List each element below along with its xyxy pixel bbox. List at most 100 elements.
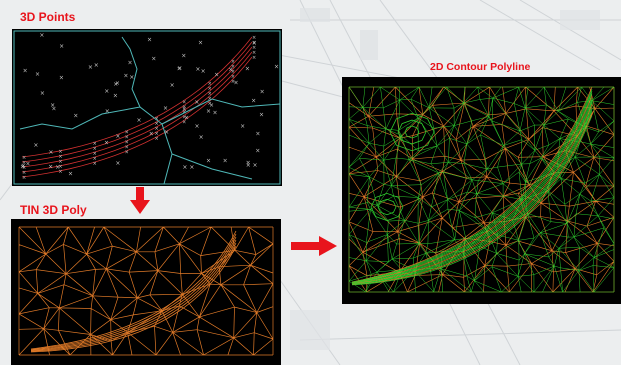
point-marker: × [251, 97, 256, 104]
contour-road-line [351, 106, 593, 285]
point-marker: × [151, 56, 156, 63]
point-marker: × [228, 67, 233, 74]
point-marker: × [88, 64, 93, 71]
road-point-marker: × [22, 155, 26, 161]
contour-road-line [351, 104, 593, 285]
road-point-marker: × [231, 79, 235, 85]
road-point-marker: × [182, 105, 186, 111]
road-point-marker: × [155, 116, 159, 122]
contour-hill [389, 112, 435, 152]
point-marker: × [206, 158, 211, 165]
tin-road-edge [30, 233, 237, 350]
road-line [21, 36, 253, 158]
point-marker: × [129, 74, 134, 81]
point-marker: × [20, 164, 25, 171]
point-marker: × [33, 142, 38, 149]
point-marker: × [252, 40, 257, 47]
road-point-marker: × [231, 59, 235, 65]
road-point-marker: × [208, 96, 212, 102]
road-point-marker: × [125, 130, 129, 136]
point-marker: × [164, 129, 169, 136]
contour-road-line [351, 91, 593, 283]
point-marker: × [246, 162, 251, 169]
contour-road-line [351, 102, 593, 284]
tin-road-edge [30, 230, 237, 350]
contour-road-line [351, 111, 593, 285]
road-point-marker: × [208, 86, 212, 92]
road-point-marker: × [125, 145, 129, 151]
road-point-marker: × [93, 156, 97, 162]
contour-hill [370, 192, 404, 222]
point-marker: × [115, 80, 120, 87]
road-point-marker: × [93, 161, 97, 167]
road-point-marker: × [208, 101, 212, 107]
point-marker: × [123, 73, 128, 80]
point-marker: × [194, 99, 199, 106]
breakline [161, 98, 281, 125]
road-point-marker: × [231, 74, 235, 80]
point-marker: × [233, 80, 238, 87]
road-line [21, 56, 253, 178]
point-marker: × [245, 66, 250, 73]
breakline [121, 36, 173, 185]
point-marker: × [104, 88, 109, 95]
road-point-marker: × [252, 35, 256, 41]
point-marker: × [255, 147, 260, 154]
point-marker: × [182, 106, 187, 113]
road-line [21, 46, 253, 168]
contour-road-line [351, 89, 593, 283]
road-point-marker: × [231, 69, 235, 75]
point-marker: × [59, 43, 64, 50]
arrow-down-icon [130, 187, 150, 214]
point-marker: × [198, 40, 203, 47]
tin-road-edge [30, 242, 237, 352]
point-marker: × [115, 160, 120, 167]
point-marker: × [59, 75, 64, 82]
road-point-marker: × [182, 115, 186, 121]
point-marker: × [48, 149, 53, 156]
point-marker: × [48, 163, 53, 170]
road-point-marker: × [22, 165, 26, 171]
road-point-marker: × [252, 40, 256, 46]
tin-label: TIN 3D Poly [20, 203, 87, 217]
arrow-right-icon [291, 236, 337, 256]
point-marker: × [240, 123, 245, 130]
point-marker: × [113, 81, 118, 88]
contour-road-line [351, 113, 593, 285]
contour-road-line [351, 108, 593, 285]
road-point-marker: × [58, 159, 62, 165]
contour-hill [404, 125, 420, 139]
road-point-marker: × [252, 55, 256, 61]
contour-panel [342, 77, 621, 304]
point-marker: × [40, 90, 45, 97]
tin-panel [11, 219, 281, 365]
road-point-marker: × [58, 169, 62, 175]
road-point-marker: × [58, 154, 62, 160]
road-point-marker: × [155, 126, 159, 132]
point-marker: × [21, 163, 26, 170]
point-marker: × [105, 108, 110, 115]
point-marker: × [213, 110, 218, 117]
point-marker: × [35, 71, 40, 78]
contour-road-line [351, 97, 593, 284]
point-marker: × [214, 71, 219, 78]
contour-road-line [351, 100, 593, 284]
point-marker: × [274, 63, 279, 70]
point-marker: × [23, 68, 28, 75]
point-marker: × [255, 130, 260, 137]
road-point-marker: × [252, 45, 256, 51]
road-point-marker: × [125, 150, 129, 156]
point-marker: × [115, 133, 120, 140]
point-marker: × [195, 123, 200, 130]
point-marker: × [223, 157, 228, 164]
road-point-marker: × [93, 151, 97, 157]
road-point-marker: × [155, 121, 159, 127]
contour-canvas [348, 86, 615, 293]
tin-road-edge [30, 236, 237, 351]
road-line [21, 41, 253, 163]
road-point-marker: × [231, 64, 235, 70]
point-marker: × [137, 117, 142, 124]
point-marker: × [68, 171, 73, 178]
point-marker: × [177, 65, 182, 72]
point-marker: × [104, 140, 109, 147]
